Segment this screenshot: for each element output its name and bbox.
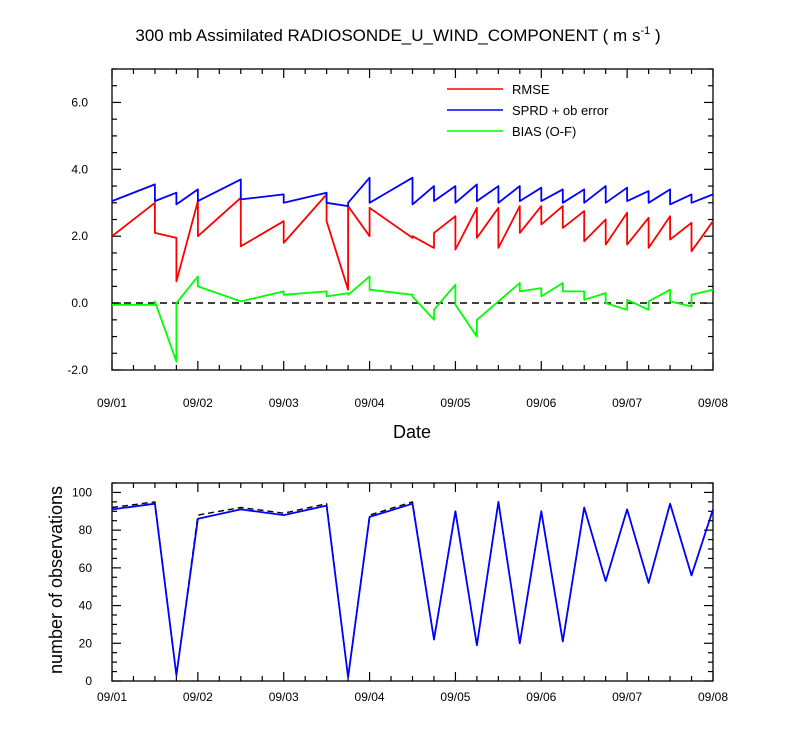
bottom-y-tick-label: 80	[79, 523, 93, 537]
obs-line-possible	[111, 501, 714, 678]
bottom-y-tick-label: 40	[79, 599, 93, 613]
series-line-sprd-ob-error	[111, 176, 714, 208]
top-x-tick-label: 09/05	[440, 396, 470, 410]
bottom-panel: 09/01 09/02 09/03 09/04 09/05 09/06 09/07 09/08…	[46, 482, 728, 704]
top-x-axis-label: Date	[393, 422, 431, 442]
top-y-tick-label: 0.0	[71, 296, 88, 310]
top-x-tick-label: 09/08	[698, 396, 728, 410]
top-x-tick-label: 09/03	[269, 396, 299, 410]
obs-line-assimilated	[111, 500, 714, 679]
top-y-tick-label: -2.0	[67, 363, 88, 377]
bottom-x-tick-label: 09/08	[698, 690, 728, 704]
legend: RMSE SPRD + ob error BIAS (O-F)	[447, 82, 609, 139]
series-line-rmse	[111, 193, 714, 291]
legend-bias-label: BIAS (O-F)	[512, 124, 576, 139]
top-y-tick-label: 2.0	[71, 229, 88, 243]
top-panel: 09/01 09/02 09/03 09/04 09/05 09/06 09/07 09/08…	[67, 68, 728, 442]
bottom-y-tick-label: 100	[72, 485, 92, 499]
bottom-x-tick-label: 09/04	[355, 690, 385, 704]
top-x-tick-label: 09/07	[612, 396, 642, 410]
legend-rmse-label: RMSE	[512, 82, 550, 97]
bottom-y-tick-label: 60	[79, 561, 93, 575]
bottom-x-tick-label: 09/03	[269, 690, 299, 704]
top-x-tick-label: 09/04	[355, 396, 385, 410]
top-x-tick-label: 09/06	[526, 396, 556, 410]
bottom-x-tick-label: 09/05	[440, 690, 470, 704]
series-line-bias-o-f-	[112, 275, 714, 363]
legend-sprd-label: SPRD + ob error	[512, 103, 609, 118]
bottom-x-tick-label: 09/07	[612, 690, 642, 704]
bottom-x-tick-label: 09/06	[526, 690, 556, 704]
bottom-y-tick-label: 0	[85, 674, 92, 688]
bottom-y-axis-label: number of observations	[46, 486, 66, 674]
bottom-plot-frame	[111, 482, 714, 682]
bottom-x-tick-label: 09/02	[183, 690, 213, 704]
top-y-tick-label: 6.0	[71, 95, 88, 109]
chart-title: 300 mb Assimilated RADIOSONDE_U_WIND_COM…	[135, 25, 660, 45]
top-y-tick-label: 4.0	[71, 162, 88, 176]
bottom-y-tick-label: 20	[79, 636, 93, 650]
bottom-x-tick-label: 09/01	[97, 690, 127, 704]
top-x-tick-label: 09/02	[183, 396, 213, 410]
top-x-tick-label: 09/01	[97, 396, 127, 410]
